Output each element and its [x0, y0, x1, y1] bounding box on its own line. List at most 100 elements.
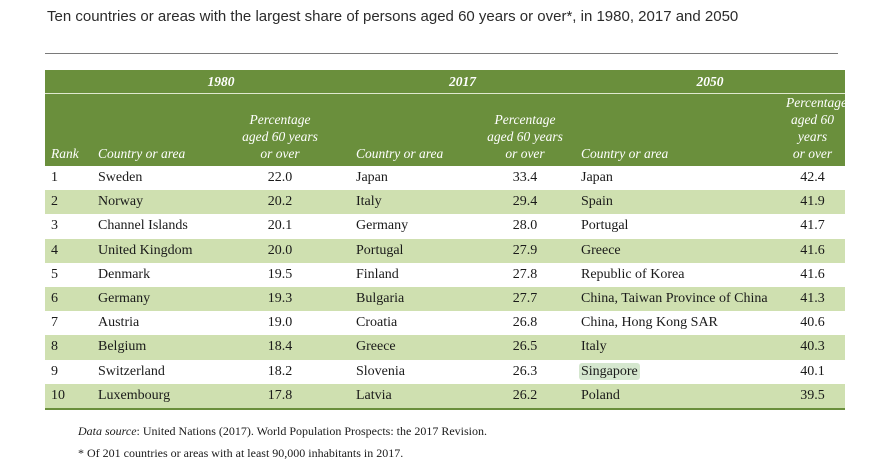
- data-source-note: Data source: United Nations (2017). Worl…: [78, 424, 487, 439]
- country-2017-cell: Latvia: [350, 383, 475, 410]
- country-header-2017: Country or area: [350, 94, 475, 166]
- value-2017-cell: 33.4: [512, 170, 538, 186]
- value-2017-cell: 26.5: [475, 335, 575, 360]
- table-row: 2 Norway 20.2 Italy 29.4 Spain 41.9: [45, 190, 845, 215]
- highlighted-text: Singapore: [579, 362, 640, 380]
- value-2050-cell: 41.6: [780, 238, 845, 263]
- data-source-text: : United Nations (2017). World Populatio…: [136, 424, 488, 438]
- country-2017-cell: Japan: [356, 170, 388, 186]
- country-1980-cell: United Kingdom: [92, 238, 210, 263]
- year-1980-header: 1980: [92, 70, 350, 94]
- value-2017-cell: 26.3: [512, 363, 538, 379]
- country-2050-cell: Spain: [575, 190, 780, 215]
- country-1980-cell: Norway: [92, 190, 210, 215]
- value-1980-cell: 18.4: [210, 335, 350, 360]
- country-2050-cell: Italy: [575, 335, 780, 360]
- value-2017-cell: 27.7: [475, 286, 575, 312]
- country-2050-cell: Singapore: [575, 360, 780, 384]
- value-2050-cell: 39.5: [780, 383, 845, 410]
- value-1980-cell: 18.2: [267, 363, 293, 379]
- table-row: 1 Sweden 22.0 Japan 33.4 Japan 42.4: [45, 166, 845, 190]
- value-2017-cell: 26.2: [475, 383, 575, 410]
- table-row: 5 Denmark 19.5 Finland 27.8 Republic of …: [45, 263, 845, 287]
- rank-cell: 4: [45, 238, 92, 263]
- value-1980-cell: 19.3: [210, 286, 350, 312]
- value-2050-cell: 40.1: [800, 363, 825, 379]
- column-header-row: Rank Country or area Percentage aged 60 …: [45, 94, 847, 166]
- country-1980-cell: Sweden: [98, 170, 143, 186]
- year-header-row: 1980 2017 2050: [45, 70, 845, 94]
- rank-cell: 10: [45, 383, 92, 410]
- country-2050-cell: Greece: [575, 238, 780, 263]
- rank-cell: 1: [51, 170, 58, 186]
- footnote: * Of 201 countries or areas with at leas…: [78, 446, 404, 460]
- value-1980-cell: 19.0: [267, 315, 293, 331]
- table-row: 8 Belgium 18.4 Greece 26.5 Italy 40.3: [45, 335, 845, 360]
- value-2050-cell: 40.3: [780, 335, 845, 360]
- country-1980-cell: Denmark: [98, 266, 151, 282]
- page-title: Ten countries or areas with the largest …: [47, 8, 739, 25]
- rank-cell: 5: [51, 266, 58, 282]
- percentage-header-2050: Percentage aged 60 years or over: [780, 94, 847, 166]
- country-1980-cell: Belgium: [92, 335, 210, 360]
- value-1980-cell: 19.5: [267, 266, 293, 282]
- table-row: 7 Austria 19.0 Croatia 26.8 China, Hong …: [45, 311, 845, 335]
- country-2017-cell: Finland: [356, 266, 399, 282]
- value-2050-cell: 41.3: [780, 286, 845, 312]
- country-1980-cell: Channel Islands: [98, 218, 188, 234]
- country-header-2050: Country or area: [575, 94, 780, 166]
- rank-cell: 7: [51, 315, 58, 331]
- rank-cell: 6: [45, 286, 92, 312]
- value-2050-cell: 41.9: [780, 190, 845, 215]
- table-row: 9 Switzerland 18.2 Slovenia 26.3 Singapo…: [45, 360, 845, 384]
- table-row: 6 Germany 19.3 Bulgaria 27.7 China, Taiw…: [45, 286, 845, 312]
- value-2017-cell: 26.8: [512, 315, 538, 331]
- country-2050-cell: Republic of Korea: [581, 266, 685, 282]
- value-1980-cell: 22.0: [267, 170, 293, 186]
- population-table: 1980 2017 2050 Rank Country or area Perc…: [45, 70, 847, 410]
- value-2017-cell: 28.0: [512, 218, 538, 234]
- country-2050-cell: China, Hong Kong SAR: [581, 315, 718, 331]
- value-1980-cell: 17.8: [210, 383, 350, 410]
- value-2017-cell: 29.4: [475, 190, 575, 215]
- country-2017-cell: Croatia: [356, 315, 398, 331]
- country-2050-cell: Portugal: [581, 218, 629, 234]
- value-1980-cell: 20.2: [210, 190, 350, 215]
- country-2050-cell: Poland: [575, 383, 780, 410]
- country-2017-cell: Germany: [356, 218, 409, 234]
- country-1980-cell: Switzerland: [98, 363, 165, 379]
- value-2050-cell: 41.7: [800, 218, 825, 234]
- year-2017-header: 2017: [350, 70, 575, 94]
- rank-cell: 2: [45, 190, 92, 215]
- value-2017-cell: 27.9: [475, 238, 575, 263]
- value-2050-cell: 41.6: [800, 266, 825, 282]
- country-2017-cell: Greece: [350, 335, 475, 360]
- data-source-label: Data source: [78, 424, 137, 438]
- country-header-1980: Country or area: [92, 94, 210, 166]
- country-1980-cell: Luxembourg: [92, 383, 210, 410]
- rank-cell: 3: [51, 218, 58, 234]
- percentage-header-2017: Percentage aged 60 years or over: [475, 94, 575, 166]
- country-2017-cell: Italy: [350, 190, 475, 215]
- country-2017-cell: Bulgaria: [350, 286, 475, 312]
- country-2017-cell: Slovenia: [356, 363, 405, 379]
- rank-cell: 9: [51, 363, 58, 379]
- rank-header: Rank: [45, 94, 92, 166]
- percentage-header-1980: Percentage aged 60 years or over: [210, 94, 350, 166]
- table-row: 4 United Kingdom 20.0 Portugal 27.9 Gree…: [45, 238, 845, 263]
- country-2050-cell: China, Taiwan Province of China: [575, 286, 780, 312]
- value-1980-cell: 20.1: [267, 218, 293, 234]
- table-row: 10 Luxembourg 17.8 Latvia 26.2 Poland 39…: [45, 383, 845, 410]
- year-2050-header: 2050: [575, 70, 845, 94]
- country-2017-cell: Portugal: [350, 238, 475, 263]
- value-2017-cell: 27.8: [512, 266, 538, 282]
- country-1980-cell: Germany: [92, 286, 210, 312]
- rank-cell: 8: [45, 335, 92, 360]
- table-row: 3 Channel Islands 20.1 Germany 28.0 Port…: [45, 214, 845, 238]
- value-2050-cell: 40.6: [800, 315, 825, 331]
- value-1980-cell: 20.0: [210, 238, 350, 263]
- title-divider: [45, 53, 838, 54]
- country-2050-cell: Japan: [581, 170, 613, 186]
- value-2050-cell: 42.4: [800, 170, 825, 186]
- country-1980-cell: Austria: [98, 315, 140, 331]
